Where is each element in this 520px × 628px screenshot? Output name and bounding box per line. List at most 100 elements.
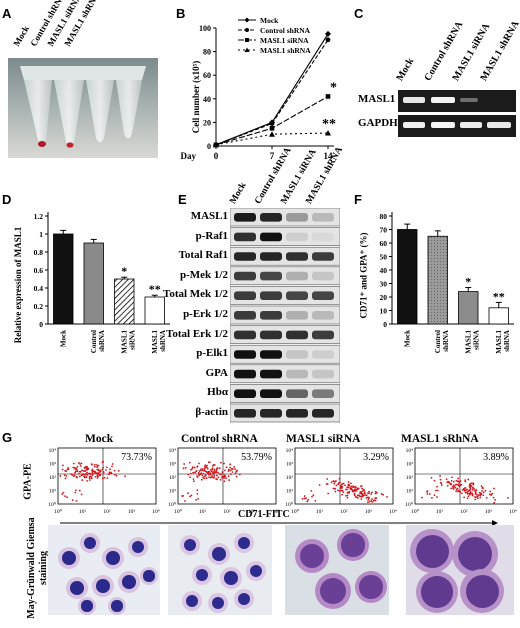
- blot-row-label: Total Erk 1/2: [166, 327, 228, 340]
- event-dot: [225, 466, 228, 469]
- event-dot: [215, 468, 218, 471]
- event-dot: [63, 474, 66, 477]
- event-dot: [332, 487, 335, 490]
- cell-nucleus: [237, 536, 251, 550]
- category-label: ControlshRNA: [434, 330, 450, 353]
- panel-f-ylabel: CD71⁺ and GPA⁺ (%): [358, 232, 369, 319]
- plot-frame: [294, 447, 394, 505]
- y-tick-label: 0: [383, 320, 387, 329]
- event-dot: [196, 466, 199, 468]
- event-dot: [190, 468, 192, 471]
- cell: [220, 567, 242, 589]
- event-dot: [469, 491, 472, 493]
- event-dot: [307, 499, 310, 501]
- blot-band: [286, 409, 308, 418]
- y-tick-label: 0: [207, 142, 211, 151]
- x-tick-label: 10¹: [199, 509, 207, 515]
- cell: [180, 535, 200, 555]
- cell: [182, 591, 202, 611]
- event-dot: [354, 485, 357, 488]
- event-dot: [457, 477, 460, 480]
- event-dot: [211, 468, 214, 471]
- event-dot: [79, 463, 81, 465]
- event-dot: [360, 492, 363, 495]
- event-dot: [111, 463, 114, 465]
- y-tick-label: 10⁴: [286, 448, 294, 454]
- y-tick-label: 10²: [49, 475, 57, 481]
- significance-star: **: [149, 282, 161, 296]
- x-tick-label: 10²: [223, 509, 231, 515]
- y-tick-label: 100: [199, 24, 211, 33]
- quadrant-percent: 3.89%: [483, 452, 509, 463]
- event-dot: [340, 489, 343, 492]
- event-dot: [455, 483, 458, 486]
- event-dot: [350, 488, 353, 491]
- event-dot: [479, 493, 481, 496]
- event-dot: [213, 464, 216, 466]
- event-dot: [472, 482, 474, 485]
- event-dot: [360, 498, 363, 500]
- event-dot: [233, 466, 236, 468]
- event-dot: [491, 492, 494, 495]
- event-dot: [84, 473, 87, 476]
- event-dot: [110, 471, 112, 474]
- data-point: [325, 37, 331, 43]
- y-tick-label: 0: [39, 320, 43, 329]
- event-dot: [205, 470, 208, 473]
- flow-xlabel: CD71-FITC: [238, 509, 290, 520]
- panel-letter-a: A: [2, 6, 12, 21]
- event-dot: [475, 496, 477, 498]
- event-dot: [227, 475, 230, 478]
- event-dot: [67, 466, 69, 469]
- x-tick-label: 10⁰: [54, 508, 63, 515]
- event-dot: [228, 479, 230, 482]
- blot-strip: [230, 325, 340, 344]
- cell: [58, 547, 80, 569]
- event-dot: [88, 479, 91, 481]
- event-dot: [199, 473, 202, 475]
- blot-band: [312, 350, 334, 359]
- event-dot: [464, 479, 467, 481]
- event-dot: [367, 499, 370, 501]
- event-dot: [451, 476, 453, 479]
- event-dot: [431, 496, 433, 499]
- y-tick-label: 50: [380, 253, 388, 262]
- event-dot: [335, 484, 338, 487]
- blot-band: [260, 291, 282, 300]
- blot-band: [312, 271, 334, 281]
- blot-band: [286, 389, 308, 398]
- y-tick-label: 10¹: [286, 489, 294, 495]
- blot-band: [312, 232, 334, 242]
- cell-nucleus: [465, 574, 499, 608]
- event-dot: [355, 489, 358, 492]
- event-dot: [362, 488, 365, 491]
- event-dot: [357, 487, 360, 490]
- event-dot: [223, 474, 226, 477]
- bar: [488, 307, 509, 325]
- event-dot: [192, 478, 195, 481]
- blot-band: [286, 311, 308, 320]
- legend-marker: [244, 47, 250, 52]
- event-dot: [455, 479, 458, 482]
- event-dot: [312, 494, 315, 497]
- cell-nucleus: [359, 575, 383, 599]
- event-dot: [229, 466, 232, 469]
- blot-band: [286, 291, 308, 300]
- event-dot: [87, 472, 90, 475]
- event-dot: [184, 466, 187, 469]
- event-dot: [225, 477, 228, 480]
- x-tick-label: 10²: [340, 509, 348, 515]
- y-tick-label: 30: [380, 280, 388, 289]
- event-dot: [76, 465, 79, 468]
- event-dot: [101, 468, 104, 471]
- micrograph-mock: [48, 525, 160, 615]
- event-dot: [327, 492, 330, 495]
- event-dot: [477, 494, 480, 497]
- event-dot: [198, 462, 200, 465]
- event-dot: [93, 465, 96, 468]
- event-dot: [73, 466, 76, 469]
- event-dot: [236, 469, 238, 472]
- event-dot: [75, 467, 78, 470]
- cell: [208, 593, 228, 613]
